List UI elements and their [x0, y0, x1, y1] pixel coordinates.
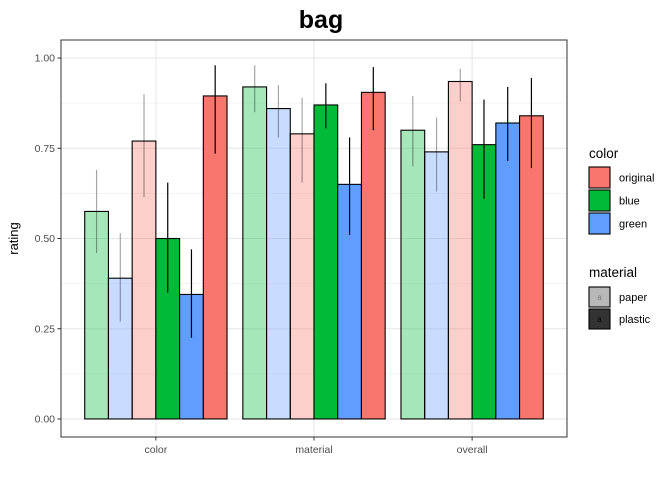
- legend-key-original: [588, 166, 611, 189]
- legend-key-paper: [588, 286, 611, 308]
- y-tick-label: 0.25: [35, 323, 56, 335]
- legend-material: material a paper a plastic: [588, 265, 651, 330]
- bar-overall-green-paper: [424, 151, 449, 420]
- legend-key-blue: [588, 189, 611, 212]
- y-axis-title: rating: [6, 222, 21, 255]
- bar-material-blue-paper: [242, 86, 268, 420]
- legend-key-green: [588, 212, 611, 235]
- legend-label-blue: blue: [619, 196, 640, 208]
- y-tick-label: 1.00: [35, 53, 56, 65]
- legend-key-letter: a: [597, 315, 602, 324]
- y-axis: 0.00 0.25 0.50 0.75 1.00: [35, 53, 61, 426]
- legend-key-plastic: [588, 308, 611, 330]
- bar-material-blue-plastic: [313, 104, 339, 420]
- bar-overall-original-paper: [447, 80, 473, 420]
- x-axis: color material overall: [144, 437, 488, 456]
- y-tick-label: 0.75: [35, 143, 56, 155]
- error-bars: [95, 65, 533, 338]
- bar-material-green-paper: [266, 108, 291, 420]
- legend-key-letter: a: [597, 293, 602, 302]
- bars: [84, 80, 544, 420]
- legend-color: color original blue green: [588, 146, 654, 235]
- y-tick-label: 0.50: [35, 233, 56, 245]
- bar-overall-green-plastic: [495, 122, 521, 420]
- bar-material-original-plastic: [360, 91, 386, 420]
- legend-material-title: material: [589, 265, 637, 280]
- bar-overall-blue-paper: [400, 129, 426, 420]
- legend-label-plastic: plastic: [619, 314, 651, 326]
- chart-title: bag: [299, 6, 343, 34]
- legend-color-title: color: [589, 146, 619, 161]
- x-tick-label: material: [295, 444, 332, 456]
- x-tick-label: overall: [457, 444, 488, 456]
- legend-label-green: green: [619, 219, 647, 231]
- legend-label-original: original: [619, 173, 654, 185]
- legend-label-paper: paper: [619, 292, 647, 304]
- x-tick-label: color: [144, 444, 167, 456]
- y-tick-label: 0.00: [35, 414, 56, 426]
